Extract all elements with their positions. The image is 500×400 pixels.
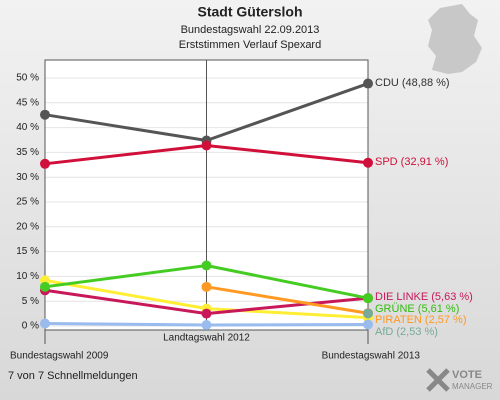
y-tick-label: 0 %: [22, 321, 39, 332]
x-tick-label: Bundestagswahl 2013: [322, 351, 421, 362]
data-point: [363, 293, 373, 304]
y-tick-label: 50 %: [16, 73, 39, 84]
logo-text: MANAGER: [452, 382, 493, 391]
chart-title: Stadt Gütersloh: [197, 4, 302, 20]
end-label: SPD (32,91 %): [375, 156, 448, 168]
data-point: [40, 318, 50, 329]
logo-icon: [426, 368, 450, 392]
data-point: [201, 140, 212, 151]
y-tick-label: 15 %: [16, 246, 39, 257]
x-tick-label: Bundestagswahl 2009: [10, 351, 109, 362]
y-tick-label: 30 %: [16, 172, 39, 183]
footer: 7 von 7 Schnellmeldungen: [8, 370, 138, 382]
y-tick-label: 25 %: [16, 197, 39, 208]
x-tick-label: Landtagswahl 2012: [163, 333, 250, 344]
subtitle: Bundestagswahl 22.09.2013: [181, 24, 320, 36]
end-label: CDU (48,88 %): [375, 77, 450, 89]
logo-text: VOTE: [452, 369, 482, 381]
end-label: AfD (2,53 %): [375, 326, 438, 338]
data-point: [363, 157, 373, 168]
data-point: [201, 320, 212, 331]
y-tick-label: 40 %: [16, 122, 39, 133]
y-tick-label: 35 %: [16, 147, 39, 158]
subtitle: Erststimmen Verlauf Spexard: [179, 39, 321, 51]
series-line: [206, 285, 369, 315]
data-point: [40, 158, 50, 169]
data-point: [201, 260, 212, 271]
data-point: [363, 319, 373, 330]
map-icon: [428, 4, 482, 74]
end-label: DIE LINKE (5,63 %): [375, 291, 473, 303]
data-point: [201, 281, 212, 292]
data-point: [363, 308, 373, 319]
y-tick-label: 20 %: [16, 221, 39, 232]
data-point: [201, 308, 212, 319]
end-label: PIRATEN (2,57 %): [375, 314, 467, 326]
y-tick-label: 5 %: [22, 296, 39, 307]
y-tick-label: 45 %: [16, 97, 39, 108]
data-point: [40, 281, 50, 292]
data-point: [363, 78, 373, 89]
y-tick-label: 10 %: [16, 271, 39, 282]
data-point: [40, 109, 50, 120]
end-label: GRÜNE (5,61 %): [375, 303, 459, 315]
